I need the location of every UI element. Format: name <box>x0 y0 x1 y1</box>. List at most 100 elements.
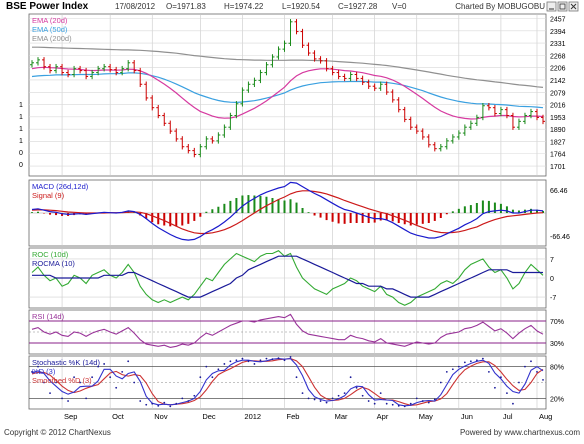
x-tick-label: Feb <box>286 412 299 421</box>
powered-by-link[interactable]: Powered by www.chartnexus.com <box>460 428 580 437</box>
stoch-k-point <box>325 401 328 404</box>
stoch-k-point <box>331 397 334 400</box>
y-tick-rsi: 30% <box>550 341 564 348</box>
y-tick-rsi: 70% <box>550 319 564 326</box>
stoch-k-point <box>301 392 304 394</box>
y-tick-price: 2079 <box>550 90 566 97</box>
y-tick-stoch: 80% <box>550 365 564 372</box>
x-tick-label: Oct <box>112 412 125 421</box>
x-tick-label: Mar <box>335 412 348 421</box>
quote-date: 17/08/2012 <box>115 2 156 11</box>
stoch-k-point <box>151 402 154 405</box>
ema50-line <box>31 72 544 109</box>
stoch-k-point <box>439 381 442 384</box>
stoch-k-point <box>199 376 202 379</box>
stoch-k-point <box>518 381 520 384</box>
stoch-k-point <box>115 386 118 389</box>
y-tick-price: 2142 <box>550 78 566 85</box>
y-tick-price: 2016 <box>550 103 566 110</box>
stoch-k-point <box>241 357 244 360</box>
rsi-line <box>31 313 544 348</box>
rocma-line <box>32 255 543 298</box>
stoch-k-point <box>349 376 352 379</box>
macd-line <box>31 181 544 241</box>
stoch-k-point <box>313 398 316 401</box>
stoch-k-point <box>139 400 142 402</box>
stoch-k-point <box>37 365 39 368</box>
legend-price-0: EMA (20d) <box>32 16 68 25</box>
x-tick-label: May <box>419 412 433 421</box>
panel-frame-stochastic <box>28 355 547 410</box>
roc-line <box>31 250 544 306</box>
stoch-k-point <box>205 365 208 368</box>
x-tick-label: Jul <box>503 412 513 421</box>
stoch-k-point <box>121 371 124 373</box>
ema20-line <box>31 66 544 120</box>
minimize-icon[interactable] <box>546 1 557 12</box>
stoch-k-point <box>391 403 394 406</box>
stoch-k-point <box>506 392 508 394</box>
stoch-k-point <box>127 360 130 363</box>
stoch-k-point <box>253 363 256 365</box>
stoch-k-point <box>373 402 376 405</box>
stoch-k-point <box>163 401 166 404</box>
x-tick-label: Dec <box>202 412 216 421</box>
stoch-k-point <box>319 400 322 402</box>
maximize-glyph <box>559 3 566 10</box>
stoch-k-point <box>211 376 214 379</box>
left-tick-price: 1 <box>19 102 23 109</box>
stoch-k-point <box>385 402 388 405</box>
stoch-k-point <box>175 402 178 405</box>
stoch-k-point <box>67 400 69 402</box>
stoch-k-point <box>415 397 418 400</box>
stoch-k-point <box>361 394 364 397</box>
stoch-k-point <box>247 360 250 363</box>
stoch-k-point <box>73 376 75 379</box>
y-tick-price: 2394 <box>550 29 566 36</box>
stoch-k-point <box>530 360 532 363</box>
copyright-text: Copyright © 2012 ChartNexus <box>4 428 111 437</box>
quote-open: O=1971.83 <box>166 2 206 11</box>
stoch-k-point <box>181 397 184 400</box>
y-tick-macd: 66.46 <box>550 188 568 195</box>
y-tick-macd: -66.46 <box>550 234 570 241</box>
x-tick-label: Nov <box>154 412 168 421</box>
stoch-k-point <box>169 405 172 408</box>
stoch-k-point <box>265 357 268 360</box>
legend-roc-0: ROC (10d) <box>32 250 69 259</box>
stoch-k-point <box>307 397 310 400</box>
quote-low: L=1920.54 <box>282 2 321 11</box>
stoch-k-point <box>494 386 496 389</box>
charted-by-label: Charted By MOBUGOBU <box>455 2 545 11</box>
stoch-k-point <box>235 359 238 362</box>
y-tick-price: 2457 <box>550 16 566 23</box>
y-tick-price: 1953 <box>550 115 566 122</box>
y-tick-price: 2331 <box>550 41 566 48</box>
maximize-icon[interactable] <box>557 1 568 12</box>
legend-price-1: EMA (50d) <box>32 25 68 34</box>
stoch-k-point <box>421 400 424 402</box>
stoch-k-point <box>295 376 298 379</box>
panel-frame-price <box>28 13 547 177</box>
quote-close: C=1927.28 <box>338 2 378 11</box>
stoch-k-point <box>409 402 412 405</box>
left-tick-price: 1 <box>19 114 23 121</box>
y-tick-roc: 0 <box>550 276 554 283</box>
y-tick-price: 1827 <box>550 139 566 146</box>
stoch-k-point <box>103 363 106 365</box>
y-tick-price: 1890 <box>550 127 566 134</box>
legend-price-2: EMA (200d) <box>32 34 72 43</box>
stoch-k-point <box>445 371 448 373</box>
y-tick-price: 2268 <box>550 53 566 60</box>
y-tick-price: 1701 <box>550 164 566 171</box>
quote-volume: V=0 <box>392 2 407 11</box>
stoch-k-point <box>109 376 112 379</box>
stoch-k-point <box>277 357 280 360</box>
legend-stochastic-0: Stochastic %K (14d) <box>32 358 100 367</box>
stoch-k-point <box>403 405 406 408</box>
left-tick-price: 0 <box>19 150 23 157</box>
ema200-line <box>32 46 544 88</box>
stoch-k-point <box>79 381 81 384</box>
x-tick-label: Aug <box>539 412 552 421</box>
